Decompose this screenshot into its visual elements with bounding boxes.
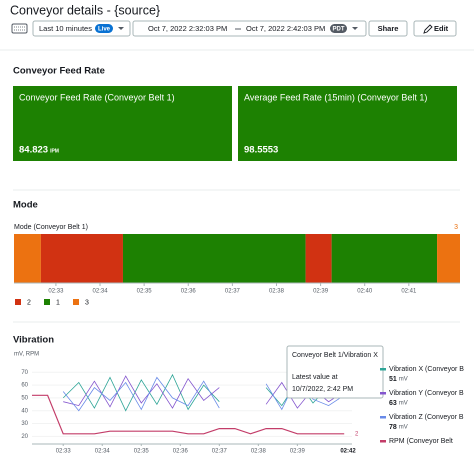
end-date: Oct 7, 2022 2:42:03 PM (246, 24, 325, 33)
live-label: Live (98, 27, 111, 33)
x-tick-label: 02:34 (95, 449, 111, 455)
x-tick-label: 02:38 (269, 289, 285, 295)
x-tick-label: 02:35 (137, 289, 153, 295)
tooltip-title: Conveyor Belt 1/Vibration X (292, 352, 378, 359)
x-tick-label: 02:36 (181, 289, 197, 295)
legend-unit: mV (399, 425, 408, 431)
kpi-title: Average Feed Rate (15min) (Conveyor Belt… (244, 92, 427, 102)
x-tick-label: 02:33 (56, 449, 72, 455)
legend-value: 51 (389, 376, 397, 383)
legend-swatch (44, 299, 50, 305)
kpi-card (13, 86, 232, 161)
section-title: Mode (13, 200, 38, 211)
legend-swatch (15, 299, 21, 305)
tooltip (286, 345, 384, 399)
y-tick-label: 60 (21, 383, 28, 389)
live-badge (95, 24, 113, 33)
x-tick-label: 02:37 (225, 289, 241, 295)
y-tick-label: 40 (21, 408, 28, 414)
legend-swatch (380, 368, 386, 371)
keyboard-keys (14, 26, 25, 31)
start-date: Oct 7, 2022 2:32:03 PM (148, 24, 227, 33)
series-end-label: 2 (355, 431, 359, 437)
x-tick-label: 02:35 (134, 449, 150, 455)
legend-name: Vibration Y (Conveyor B (389, 390, 464, 397)
legend-name: RPM (Conveyor Belt (389, 438, 453, 445)
range-label: Last 10 minutes (39, 24, 92, 33)
date-range[interactable] (132, 20, 367, 37)
kpi-card (238, 86, 457, 161)
mode-segment (40, 234, 123, 283)
x-tick-label: 02:34 (93, 289, 109, 295)
legend-name: Vibration Z (Conveyor B (389, 414, 464, 421)
mode-label: Mode (Conveyor Belt 1) (14, 224, 88, 231)
share-button[interactable] (368, 20, 408, 37)
legend-label: 1 (56, 299, 60, 306)
mode-max-label: 3 (454, 224, 458, 231)
section-title: Vibration (13, 335, 54, 346)
legend-swatch (73, 299, 79, 305)
mode-segment (122, 234, 306, 283)
kpi-value: 98.5553 (244, 145, 278, 156)
tooltip-text: 10/7/2022, 2:42 PM (292, 386, 353, 393)
y-tick-label: 50 (21, 395, 28, 401)
tz-label: PDT (333, 27, 345, 33)
legend-unit: mV (399, 377, 408, 383)
keyboard-frame (11, 23, 28, 34)
mode-segment (331, 234, 438, 283)
kpi-unit: IPM (50, 148, 59, 154)
tooltip-text: Latest value at (292, 374, 338, 381)
series-line (32, 394, 345, 435)
x-tick-label: 02:36 (173, 449, 189, 455)
x-tick-label: 02:38 (251, 449, 267, 455)
y-tick-label: 30 (21, 421, 28, 427)
edit-icon (423, 24, 433, 34)
x-tick-label: 02:37 (212, 449, 228, 455)
legend-name: Vibration X (Conveyor B (389, 366, 464, 373)
legend-swatch (380, 440, 386, 443)
tz-badge (330, 24, 347, 33)
legend-label: 2 (27, 299, 31, 306)
mode-segment (305, 234, 332, 283)
y-tick-label: 20 (21, 434, 28, 440)
edit-label: Edit (434, 24, 449, 33)
legend-swatch (380, 416, 386, 419)
caret (118, 27, 124, 30)
mode-segment (437, 234, 460, 283)
caret (352, 27, 358, 30)
kpi-value: 84.823 (19, 145, 48, 156)
x-tick-label: 02:39 (313, 289, 329, 295)
share-label: Share (378, 24, 399, 33)
legend-value: 78 (389, 424, 397, 431)
legend-unit: mV (399, 401, 408, 407)
mode-segment (14, 234, 41, 283)
x-tick-label: 02:39 (290, 449, 306, 455)
x-tick-label: 02:40 (357, 289, 373, 295)
legend-label: 3 (85, 299, 89, 306)
kpi-title: Conveyor Feed Rate (Conveyor Belt 1) (19, 92, 175, 102)
keyboard-icon[interactable] (11, 23, 28, 34)
page-title: Conveyor details - {source} (10, 3, 160, 17)
x-tick-label: 02:33 (48, 289, 64, 295)
x-end-label: 02:42 (340, 449, 356, 455)
section-title: Conveyor Feed Rate (13, 66, 105, 77)
y-tick-label: 70 (21, 370, 28, 376)
legend-value: 63 (389, 400, 397, 407)
y-axis-label: mV, RPM (14, 352, 39, 358)
x-tick-label: 02:41 (401, 289, 417, 295)
legend-swatch (380, 392, 386, 395)
